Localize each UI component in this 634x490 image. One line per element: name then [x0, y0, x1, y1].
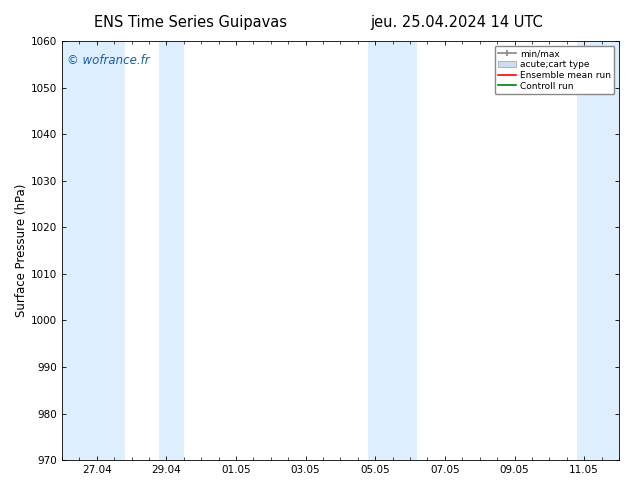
Text: jeu. 25.04.2024 14 UTC: jeu. 25.04.2024 14 UTC: [370, 15, 543, 30]
Text: © wofrance.fr: © wofrance.fr: [67, 53, 150, 67]
Y-axis label: Surface Pressure (hPa): Surface Pressure (hPa): [15, 184, 28, 318]
Text: ENS Time Series Guipavas: ENS Time Series Guipavas: [94, 15, 287, 30]
Bar: [368, 41, 417, 460]
Bar: [62, 41, 124, 460]
Bar: [577, 41, 619, 460]
Bar: [159, 41, 184, 460]
Legend: min/max, acute;cart type, Ensemble mean run, Controll run: min/max, acute;cart type, Ensemble mean …: [495, 46, 614, 94]
